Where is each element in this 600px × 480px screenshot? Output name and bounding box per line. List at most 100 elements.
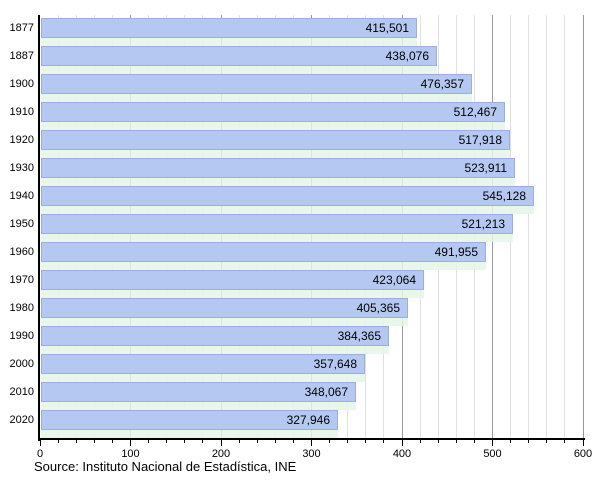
x-tick-minor bbox=[184, 440, 186, 443]
bar-value-label: 523,911 bbox=[464, 161, 508, 175]
bar: 348,067 bbox=[41, 382, 356, 402]
bar-value-label: 491,955 bbox=[434, 245, 478, 259]
year-label: 1920 bbox=[9, 134, 34, 146]
bar-underlay bbox=[41, 290, 424, 298]
year-label: 1960 bbox=[9, 246, 34, 258]
bar: 415,501 bbox=[41, 18, 417, 38]
bar-value-label: 327,946 bbox=[286, 413, 330, 427]
gridline-minor bbox=[564, 15, 566, 439]
bar-value-label: 415,501 bbox=[365, 21, 409, 35]
x-tick-minor bbox=[93, 440, 95, 443]
bar-value-label: 405,365 bbox=[356, 301, 400, 315]
bar-value-label: 348,067 bbox=[304, 385, 348, 399]
bar: 545,128 bbox=[41, 186, 534, 206]
y-axis-line bbox=[38, 15, 40, 441]
x-tick-minor bbox=[546, 440, 548, 443]
x-tick-minor bbox=[437, 440, 439, 443]
x-tick-minor bbox=[419, 440, 421, 443]
bar-underlay bbox=[41, 94, 472, 102]
bar-value-label: 521,213 bbox=[461, 217, 505, 231]
x-tick-minor bbox=[347, 440, 349, 443]
x-tick-major bbox=[401, 440, 403, 446]
bar-underlay bbox=[41, 206, 534, 214]
x-tick-major bbox=[311, 440, 312, 446]
bar-value-label: 517,918 bbox=[458, 133, 502, 147]
bar-underlay bbox=[41, 38, 417, 46]
bar-value-label: 384,365 bbox=[337, 329, 381, 343]
bar: 405,365 bbox=[41, 298, 408, 318]
bar-underlay bbox=[41, 150, 510, 158]
x-tick-minor bbox=[148, 440, 150, 443]
x-tick-minor bbox=[292, 440, 294, 443]
bar-underlay bbox=[41, 346, 389, 354]
bar: 476,357 bbox=[41, 74, 472, 94]
bar: 384,365 bbox=[41, 326, 389, 346]
bar: 512,467 bbox=[41, 102, 505, 122]
bar-underlay bbox=[41, 234, 513, 242]
x-tick-minor bbox=[238, 440, 240, 443]
bar: 521,213 bbox=[41, 214, 513, 234]
x-tick-minor bbox=[473, 440, 475, 443]
x-tick-minor bbox=[365, 440, 367, 443]
x-tick-label: 0 bbox=[36, 448, 44, 460]
x-tick-minor bbox=[274, 440, 276, 443]
x-tick-minor bbox=[75, 440, 77, 443]
year-label: 2020 bbox=[9, 414, 34, 426]
year-label: 1940 bbox=[9, 190, 34, 202]
x-tick-label: 200 bbox=[211, 448, 231, 460]
x-tick-minor bbox=[202, 440, 204, 443]
bar-underlay bbox=[41, 430, 338, 438]
x-tick-label: 300 bbox=[302, 448, 321, 460]
bar-underlay bbox=[41, 122, 505, 130]
x-tick-label: 400 bbox=[392, 448, 412, 460]
x-tick-minor bbox=[111, 440, 113, 443]
bar-value-label: 423,064 bbox=[372, 273, 416, 287]
x-tick-minor bbox=[455, 440, 457, 443]
bar-value-label: 357,648 bbox=[313, 357, 357, 371]
x-tick-label: 600 bbox=[573, 448, 593, 460]
bar: 523,911 bbox=[41, 158, 515, 178]
x-tick-minor bbox=[564, 440, 566, 443]
bar-underlay bbox=[41, 318, 408, 326]
bar-underlay bbox=[41, 66, 437, 74]
year-label: 1887 bbox=[9, 50, 34, 62]
bar-underlay bbox=[41, 178, 515, 186]
year-label: 1980 bbox=[9, 302, 34, 314]
bar-value-label: 476,357 bbox=[420, 77, 464, 91]
year-label: 1970 bbox=[9, 274, 34, 286]
year-label: 1950 bbox=[9, 218, 34, 230]
x-tick-minor bbox=[528, 440, 530, 443]
bar-value-label: 512,467 bbox=[453, 105, 497, 119]
x-tick-minor bbox=[166, 440, 168, 443]
x-tick-minor bbox=[256, 440, 258, 443]
x-tick-minor bbox=[329, 440, 331, 443]
bar: 491,955 bbox=[41, 242, 486, 262]
bar-underlay bbox=[41, 402, 356, 410]
x-tick-major bbox=[220, 440, 222, 446]
bar: 517,918 bbox=[41, 130, 510, 150]
bar: 357,648 bbox=[41, 354, 365, 374]
bar-value-label: 438,076 bbox=[385, 49, 429, 63]
bar-value-label: 545,128 bbox=[482, 189, 526, 203]
x-tick-major bbox=[492, 440, 493, 446]
year-label: 1930 bbox=[9, 162, 34, 174]
x-tick-minor bbox=[510, 440, 512, 443]
bar: 423,064 bbox=[41, 270, 424, 290]
x-tick-label: 500 bbox=[483, 448, 502, 460]
year-label: 2010 bbox=[9, 386, 34, 398]
x-axis-line bbox=[38, 438, 585, 440]
x-tick-label: 100 bbox=[121, 448, 140, 460]
x-tick-major bbox=[582, 440, 584, 446]
x-tick-major bbox=[130, 440, 131, 446]
gridline-minor bbox=[528, 15, 530, 439]
bar-underlay bbox=[41, 262, 486, 270]
x-tick-major bbox=[39, 440, 41, 446]
bar: 327,946 bbox=[41, 410, 338, 430]
gridline-major bbox=[582, 15, 584, 439]
year-label: 1877 bbox=[9, 22, 34, 34]
source-note: Source: Instituto Nacional de Estadístic… bbox=[34, 459, 297, 474]
bar-underlay bbox=[41, 374, 365, 382]
bar: 438,076 bbox=[41, 46, 437, 66]
year-label: 1990 bbox=[9, 330, 34, 342]
